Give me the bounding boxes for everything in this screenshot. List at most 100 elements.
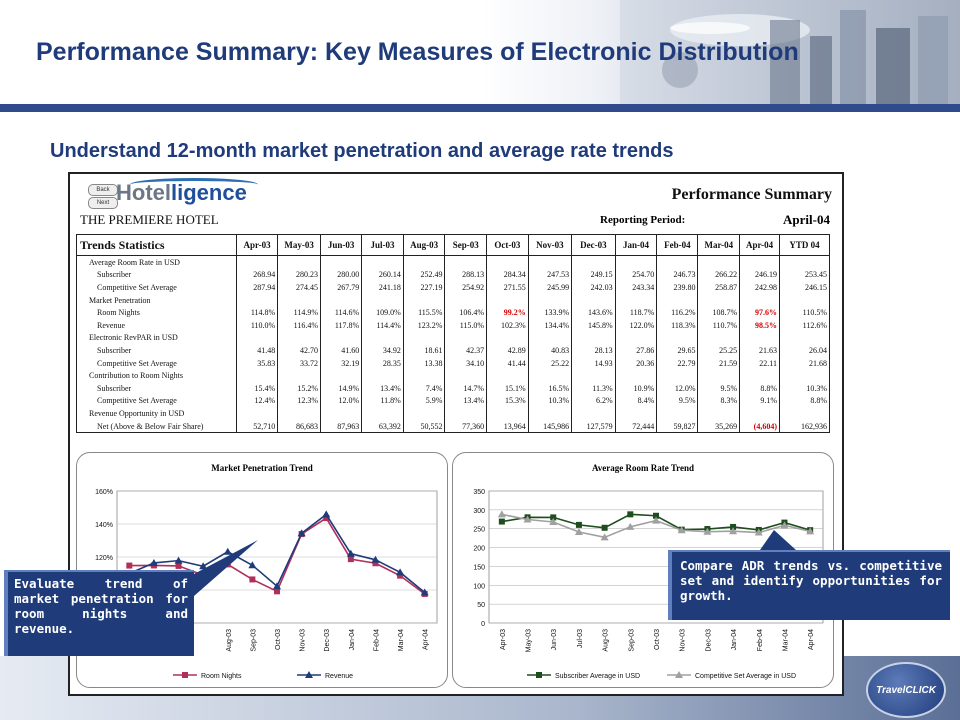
x-tick-label: Jan-04 [731,629,738,651]
table-cell: 8.8% [779,394,830,408]
data-point [223,547,232,555]
table-cell: 9.5% [656,394,699,408]
table-cell [656,293,699,307]
legend-marker [305,671,313,678]
table-cell: 14.9% [319,381,363,395]
data-point [498,518,505,525]
data-point [397,572,404,579]
table-row: Revenue Opportunity in USD [76,407,830,420]
table-cell [319,369,363,382]
y-tick-label: 100 [473,583,485,590]
column-header: Feb-04 [656,234,699,256]
table-cell [656,369,699,382]
table-cell: 114.6% [319,306,363,319]
table-cell: 59,827 [656,419,699,434]
y-tick-label: 350 [473,489,485,496]
title-rule [0,104,960,112]
chart-title: Market Penetration Trend [211,463,313,473]
table-cell [319,331,363,345]
table-cell [571,293,616,307]
y-tick-label: 150 [473,564,485,571]
table-cell [571,255,616,269]
table-cell: 110.5% [779,306,830,319]
column-header: Sep-03 [444,234,488,256]
table-cell: 287.94 [235,281,279,294]
table-cell [656,255,699,269]
table-cell [571,331,616,345]
table-cell: 246.73 [656,268,699,282]
table-cell: 117.8% [319,318,363,332]
table-row: Room Nights 114.8% 114.9% 114.6% 109.0% 115.5… [76,306,830,319]
legend-marker [182,672,188,678]
table-cell: 143.6% [571,306,616,319]
left-callout-pointer [194,540,258,596]
x-tick-label: Nov-03 [680,629,687,652]
table-cell [779,255,830,269]
data-point [730,523,737,530]
table-cell: 239.80 [656,281,699,294]
table-cell: 6.2% [571,394,616,408]
y-tick-label: 50 [477,602,485,609]
reporting-period-value: April-04 [783,212,830,227]
table-cell [571,407,616,420]
table-cell: 118.3% [656,318,699,332]
table-cell: 28.13 [571,344,616,357]
data-point [322,510,331,518]
table-cell [571,369,616,382]
logo-part2: ligence [171,180,247,205]
hotel-name: THE PREMIERE HOTEL [80,212,219,227]
reporting-period-label: Reporting Period: [600,214,686,226]
legend-label: Competitive Set Average in USD [695,673,796,680]
data-point [149,558,158,566]
data-point [396,568,405,576]
data-point [600,533,609,541]
table-cell: 268.94 [235,268,279,282]
logo-part1: Hotel [116,180,171,205]
table-cell: 249.15 [571,268,616,282]
slide-title: Performance Summary: Key Measures of Ele… [36,38,799,66]
data-point [806,527,815,535]
table-row: Subscriber 15.4% 15.2% 14.9% 13.4% 7.4% 14.7% 1… [76,381,830,395]
table-cell [779,293,830,307]
x-tick-label: Dec-03 [324,629,331,652]
hotelligence-logo: Hotelligence [116,180,247,206]
data-point [199,562,208,570]
table-cell [319,407,363,420]
x-tick-label: Nov-03 [300,629,307,652]
table-cell: 10.3% [779,381,830,395]
table-cell: 162,936 [779,419,830,434]
table-cell [235,369,279,382]
data-point [249,576,256,583]
table-cell: 32.19 [319,356,363,370]
column-header: YTD 04 [779,234,830,256]
table-header-label: Trends Statistics [76,234,237,256]
data-point [248,561,257,569]
hotelligence-logo-arc [130,178,258,191]
legend-label: Room Nights [201,673,242,680]
table-row: Contribution to Room Nights [76,369,830,382]
table-cell: 21.68 [779,356,830,370]
back-button[interactable]: Back [88,184,118,196]
y-tick-label: 120% [95,555,113,562]
table-cell: 127,579 [571,419,616,434]
x-tick-label: Mar-04 [782,629,789,651]
data-point [347,556,354,563]
x-tick-label: Apr-03 [500,629,507,650]
table-cell: 26.04 [779,344,830,357]
table-row: Market Penetration [76,293,830,307]
table-cell: 12.0% [656,381,699,395]
average-room-rate-chart: Average Room Rate Trend 350 300 250 200 150 1… [452,452,834,688]
next-button[interactable]: Next [88,197,118,209]
legend-label: Subscriber Average in USD [555,673,640,680]
x-tick-label: Feb-04 [757,629,764,651]
x-tick-label: Feb-04 [373,629,380,651]
data-point [274,588,280,595]
data-point [550,514,557,521]
table-cell: 14.93 [571,356,616,370]
table-cell: 280.00 [319,268,363,282]
data-point [754,528,763,536]
y-tick-label: 200 [473,546,485,553]
table-cell: 242.03 [571,281,616,294]
data-point [653,512,659,519]
table-cell [319,293,363,307]
